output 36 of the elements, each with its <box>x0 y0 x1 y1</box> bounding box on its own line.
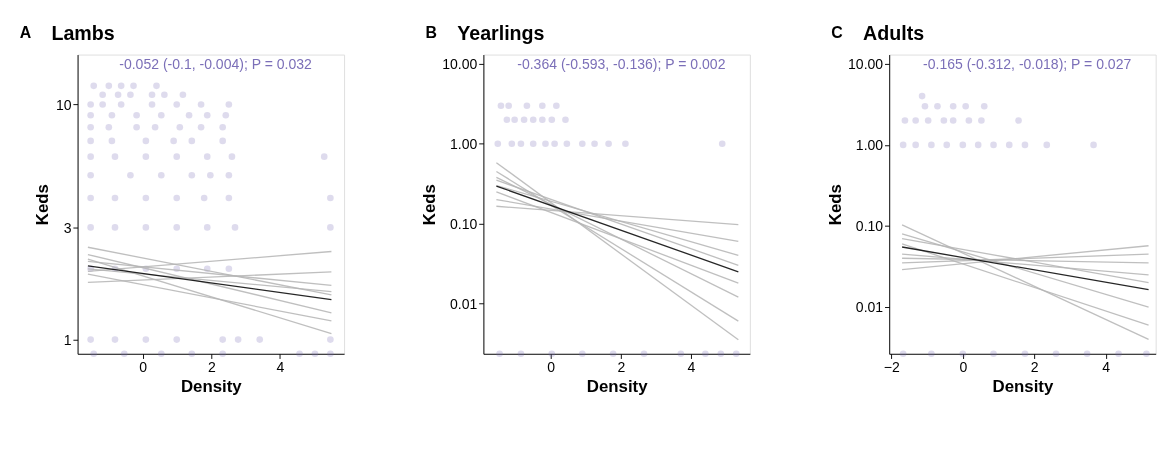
x-tick-label: 2 <box>1030 359 1039 376</box>
x-tick-label: 2 <box>617 359 626 376</box>
x-axis-title: Density <box>586 376 649 396</box>
x-tick-label: 0 <box>959 359 968 376</box>
annotation: -0.364 (-0.593, -0.136); P = 0.002 <box>517 55 726 72</box>
text: B <box>425 23 437 41</box>
y-axis-title: Keds <box>825 184 845 226</box>
text: A <box>19 23 32 41</box>
text: C <box>831 23 844 41</box>
x-axis-title: Density <box>180 376 243 396</box>
x-tick-label: 2 <box>207 359 216 376</box>
y-axis-title: Keds <box>419 184 439 226</box>
annotation: -0.165 (-0.312, -0.018); P = 0.027 <box>923 55 1132 72</box>
x-tick-label: 0 <box>547 359 556 376</box>
chart-title: Yearlings <box>457 21 545 44</box>
annotation: -0.052 (-0.1, -0.004); P = 0.032 <box>119 55 313 72</box>
y-tick-label: 1.00 <box>450 135 478 152</box>
x-tick-label: −2 <box>883 359 901 376</box>
x-tick-label: 4 <box>276 359 285 376</box>
y-tick-label: 0.01 <box>855 299 884 316</box>
x-tick-label: 4 <box>687 359 696 376</box>
x-tick-label: 0 <box>139 359 148 376</box>
y-tick-label: 1 <box>63 331 72 348</box>
y-tick-label: 0.01 <box>450 295 478 312</box>
y-tick-label: 1.00 <box>855 137 884 154</box>
y-tick-label: 0.10 <box>855 218 884 235</box>
chart-title: Adults <box>863 21 925 44</box>
y-tick-label: 10.00 <box>848 55 884 72</box>
y-tick-label: 10.00 <box>442 56 478 73</box>
y-tick-label: 0.10 <box>450 215 478 232</box>
chart-title: Lambs <box>51 21 115 44</box>
y-tick-label: 10 <box>55 96 72 113</box>
y-axis-title: Keds <box>33 184 53 226</box>
x-axis-title: Density <box>992 376 1054 396</box>
y-tick-label: 3 <box>63 219 72 236</box>
x-tick-label: 4 <box>1102 359 1111 376</box>
